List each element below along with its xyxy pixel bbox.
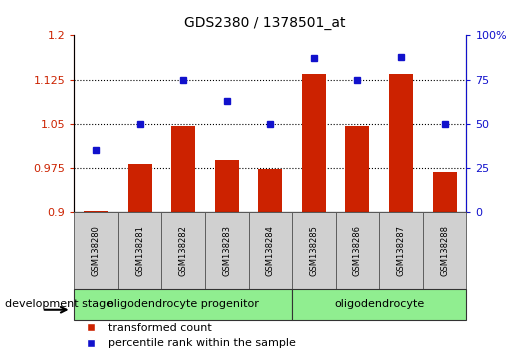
Bar: [118, 212, 161, 289]
Text: GSM138281: GSM138281: [135, 225, 144, 276]
Text: GSM138280: GSM138280: [92, 225, 101, 276]
Bar: [215, 160, 238, 212]
Bar: [84, 211, 108, 212]
Bar: [335, 212, 379, 289]
Text: GSM138288: GSM138288: [440, 225, 449, 276]
Bar: [258, 169, 282, 212]
Text: GDS2380 / 1378501_at: GDS2380 / 1378501_at: [184, 16, 346, 30]
Text: GSM138287: GSM138287: [396, 225, 405, 276]
Bar: [171, 126, 195, 212]
Bar: [302, 74, 326, 212]
Text: development stage: development stage: [5, 299, 113, 309]
Bar: [389, 74, 413, 212]
Legend: transformed count, percentile rank within the sample: transformed count, percentile rank withi…: [80, 323, 295, 348]
Bar: [292, 212, 335, 289]
Text: GSM138283: GSM138283: [222, 225, 231, 276]
Bar: [249, 212, 292, 289]
Bar: [292, 289, 466, 320]
Text: oligodendrocyte progenitor: oligodendrocyte progenitor: [107, 299, 259, 309]
Bar: [161, 212, 205, 289]
Bar: [346, 126, 369, 212]
Bar: [128, 164, 152, 212]
Bar: [423, 212, 466, 289]
Text: oligodendrocyte: oligodendrocyte: [334, 299, 425, 309]
Text: GSM138282: GSM138282: [179, 225, 188, 276]
Bar: [205, 212, 249, 289]
Text: GSM138285: GSM138285: [310, 225, 319, 276]
Text: GSM138284: GSM138284: [266, 225, 275, 276]
Bar: [432, 172, 457, 212]
Text: GSM138286: GSM138286: [353, 225, 362, 276]
Bar: [74, 212, 118, 289]
Bar: [74, 289, 292, 320]
Bar: [379, 212, 423, 289]
